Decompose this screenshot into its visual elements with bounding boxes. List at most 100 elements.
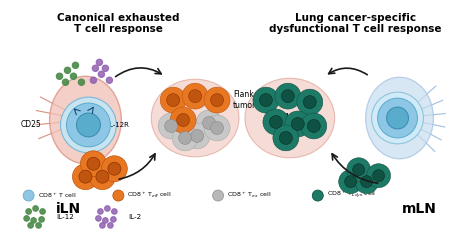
Text: IL-2: IL-2: [128, 214, 142, 220]
Circle shape: [170, 107, 196, 133]
Circle shape: [24, 216, 29, 221]
Circle shape: [182, 83, 208, 109]
Circle shape: [62, 79, 69, 85]
Ellipse shape: [50, 76, 121, 164]
Circle shape: [90, 77, 97, 84]
Circle shape: [301, 113, 327, 139]
Circle shape: [282, 90, 294, 103]
Circle shape: [184, 123, 210, 149]
Circle shape: [378, 98, 418, 138]
Text: Lung cancer-specific
dysfunctional T cell response: Lung cancer-specific dysfunctional T cel…: [269, 13, 442, 34]
Circle shape: [113, 190, 124, 201]
Circle shape: [73, 164, 99, 190]
Circle shape: [76, 113, 100, 137]
Circle shape: [70, 73, 77, 79]
Circle shape: [39, 217, 45, 222]
Circle shape: [345, 176, 356, 188]
Circle shape: [111, 209, 117, 214]
Circle shape: [259, 94, 273, 107]
Circle shape: [106, 77, 112, 84]
Ellipse shape: [245, 78, 335, 158]
Circle shape: [373, 170, 384, 182]
Text: Flank
tumor: Flank tumor: [233, 90, 256, 110]
Circle shape: [31, 218, 36, 223]
Circle shape: [40, 209, 46, 214]
Circle shape: [167, 94, 180, 107]
Circle shape: [172, 125, 198, 151]
Circle shape: [66, 103, 110, 147]
Circle shape: [361, 176, 373, 188]
Text: CD8$^+$ T$_{Ldys}$ cell: CD8$^+$ T$_{Ldys}$ cell: [327, 190, 376, 201]
Text: Canonical exhausted
T cell response: Canonical exhausted T cell response: [57, 13, 180, 34]
Text: CD25: CD25: [21, 120, 42, 129]
Circle shape: [387, 107, 409, 129]
Circle shape: [210, 121, 224, 134]
Circle shape: [366, 164, 391, 188]
Circle shape: [33, 206, 38, 211]
Circle shape: [28, 223, 33, 228]
Circle shape: [202, 117, 216, 129]
Circle shape: [101, 156, 128, 182]
Text: Lung
tumor: Lung tumor: [268, 111, 292, 131]
Circle shape: [72, 62, 79, 68]
Circle shape: [177, 114, 190, 126]
Circle shape: [102, 218, 108, 223]
Circle shape: [81, 151, 106, 177]
Ellipse shape: [151, 79, 239, 157]
Text: IL-12: IL-12: [56, 214, 74, 220]
Circle shape: [303, 96, 316, 108]
Circle shape: [307, 120, 320, 132]
Circle shape: [339, 170, 363, 194]
Circle shape: [96, 59, 102, 66]
Text: mLN: mLN: [402, 203, 437, 216]
Ellipse shape: [365, 77, 433, 159]
Circle shape: [253, 87, 279, 113]
Circle shape: [56, 73, 63, 79]
Circle shape: [204, 87, 230, 113]
Circle shape: [64, 67, 71, 73]
Circle shape: [292, 118, 304, 130]
Circle shape: [98, 71, 105, 78]
Circle shape: [105, 206, 110, 211]
Circle shape: [36, 223, 41, 228]
Text: CD8$^+$ T$_{eff}$ cell: CD8$^+$ T$_{eff}$ cell: [128, 191, 172, 200]
Circle shape: [96, 216, 101, 221]
Circle shape: [189, 90, 201, 103]
Circle shape: [158, 113, 184, 139]
Circle shape: [355, 170, 379, 194]
Text: IL-12R: IL-12R: [108, 122, 129, 128]
Circle shape: [79, 170, 92, 183]
Circle shape: [61, 97, 116, 153]
Circle shape: [263, 109, 289, 135]
Circle shape: [98, 209, 103, 214]
Circle shape: [23, 190, 34, 201]
Circle shape: [346, 158, 371, 182]
Circle shape: [196, 110, 222, 136]
Circle shape: [108, 162, 121, 175]
Circle shape: [269, 115, 283, 128]
Circle shape: [78, 79, 85, 85]
Circle shape: [179, 132, 191, 144]
Circle shape: [90, 164, 115, 190]
Circle shape: [275, 83, 301, 109]
Circle shape: [353, 164, 365, 176]
Circle shape: [210, 94, 224, 107]
Circle shape: [372, 92, 423, 144]
Circle shape: [87, 157, 100, 170]
Circle shape: [204, 115, 230, 141]
Circle shape: [312, 190, 323, 201]
Text: CD8$^+$ T$_{ex}$ cell: CD8$^+$ T$_{ex}$ cell: [227, 191, 271, 200]
Text: iLN: iLN: [56, 203, 81, 216]
Circle shape: [273, 125, 299, 151]
Circle shape: [285, 111, 311, 137]
Circle shape: [96, 170, 109, 183]
Circle shape: [160, 87, 186, 113]
Circle shape: [279, 132, 292, 144]
Circle shape: [297, 89, 323, 115]
Circle shape: [102, 65, 109, 72]
Circle shape: [164, 120, 178, 132]
Circle shape: [92, 65, 99, 72]
Circle shape: [110, 217, 116, 222]
Circle shape: [212, 190, 224, 201]
Circle shape: [191, 129, 204, 142]
